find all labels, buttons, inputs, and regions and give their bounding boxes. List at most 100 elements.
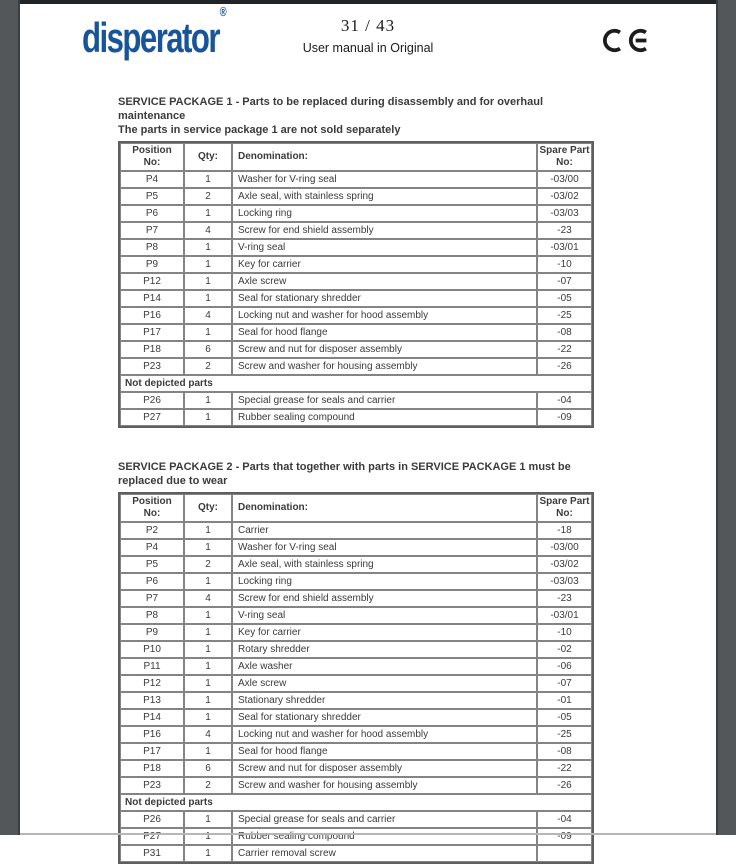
cell-qty: 1 (184, 392, 232, 409)
table-row: P11 1 Axle washer -06 (120, 658, 592, 675)
cell-position-no: P26 (120, 392, 184, 409)
cell-denomination: Seal for hood flange (232, 743, 537, 760)
cell-spare-part-no: -26 (537, 777, 592, 794)
table-row: P8 1 V-ring seal -03/01 (120, 239, 592, 256)
cell-qty: 1 (184, 607, 232, 624)
cell-position-no: P13 (120, 692, 184, 709)
table-row: P26 1 Special grease for seals and carrier… (120, 811, 592, 828)
table-row: P27 1 Rubber sealing compound -09 (120, 828, 592, 845)
cell-denomination: Washer for V-ring seal (232, 539, 537, 556)
cell-position-no: P31 (120, 845, 184, 862)
service-package-1-table: Position No: Qty: Denomination: Spare Part … (118, 141, 594, 428)
cell-qty: 1 (184, 845, 232, 862)
table-row: P8 1 V-ring seal -03/01 (120, 607, 592, 624)
table-row: P26 1 Special grease for seals and carrier… (120, 392, 592, 409)
table-row: Not depicted parts (120, 794, 592, 811)
table-row: P4 1 Washer for V-ring seal -03/00 (120, 171, 592, 188)
cell-denomination: Screw for end shield assembly (232, 222, 537, 239)
cell-spare-part-no: -05 (537, 290, 592, 307)
cell-position-no: P27 (120, 828, 184, 845)
cell-spare-part-no: -25 (537, 307, 592, 324)
cell-qty: 1 (184, 641, 232, 658)
cell-qty: 1 (184, 828, 232, 845)
table-row: P9 1 Key for carrier -10 (120, 624, 592, 641)
cell-position-no: P18 (120, 760, 184, 777)
table-row: P27 1 Rubber sealing compound -09 (120, 409, 592, 426)
table-row: P12 1 Axle screw -07 (120, 675, 592, 692)
col-header-spare-part: Spare Part No: (537, 143, 592, 171)
cell-spare-part-no: -09 (537, 409, 592, 426)
cell-spare-part-no: -10 (537, 256, 592, 273)
cell-denomination: V-ring seal (232, 239, 537, 256)
cell-denomination: Locking ring (232, 205, 537, 222)
cell-spare-part-no: -04 (537, 392, 592, 409)
cell-denomination: Axle screw (232, 675, 537, 692)
cell-spare-part-no: -26 (537, 358, 592, 375)
table-row: P7 4 Screw for end shield assembly -23 (120, 222, 592, 239)
manual-subtitle: User manual in Original (302, 41, 434, 55)
table-row: Not depicted parts (120, 375, 592, 392)
page-bottom-border (20, 833, 716, 835)
cell-qty: 6 (184, 760, 232, 777)
table-row: P14 1 Seal for stationary shredder -05 (120, 709, 592, 726)
cell-qty: 1 (184, 573, 232, 590)
cell-spare-part-no: -08 (537, 324, 592, 341)
col-header-denomination: Denomination: (232, 143, 537, 171)
cell-position-no: P2 (120, 522, 184, 539)
cell-spare-part-no: -22 (537, 341, 592, 358)
cell-spare-part-no: -03/00 (537, 539, 592, 556)
cell-spare-part-no: -03/02 (537, 556, 592, 573)
cell-denomination: Key for carrier (232, 624, 537, 641)
service-package-1-section: SERVICE PACKAGE 1 - Parts to be replaced… (118, 95, 594, 428)
cell-position-no: P5 (120, 188, 184, 205)
cell-spare-part-no: -01 (537, 692, 592, 709)
cell-position-no: P8 (120, 239, 184, 256)
cell-qty: 1 (184, 256, 232, 273)
table-row: P4 1 Washer for V-ring seal -03/00 (120, 539, 592, 556)
table-row: P5 2 Axle seal, with stainless spring -03/0… (120, 188, 592, 205)
cell-qty: 1 (184, 324, 232, 341)
cell-spare-part-no: -09 (537, 828, 592, 845)
cell-spare-part-no: -02 (537, 641, 592, 658)
col-header-spare-part: Spare Part No: (537, 494, 592, 522)
cell-qty: 1 (184, 539, 232, 556)
cell-spare-part-no: -25 (537, 726, 592, 743)
cell-denomination: Axle seal, with stainless spring (232, 556, 537, 573)
cell-position-no: P18 (120, 341, 184, 358)
cell-qty: 1 (184, 692, 232, 709)
cell-spare-part-no: -22 (537, 760, 592, 777)
table-row: P16 4 Locking nut and washer for hood asse… (120, 726, 592, 743)
service-package-2-title: SERVICE PACKAGE 2 - Parts that together … (118, 461, 571, 487)
cell-position-no: P6 (120, 205, 184, 222)
cell-spare-part-no: -03/01 (537, 607, 592, 624)
cell-spare-part-no: -10 (537, 624, 592, 641)
table-row: P17 1 Seal for hood flange -08 (120, 324, 592, 341)
cell-spare-part-no: -08 (537, 743, 592, 760)
cell-qty: 1 (184, 171, 232, 188)
cell-qty: 1 (184, 290, 232, 307)
cell-spare-part-no: -05 (537, 709, 592, 726)
logo-text: disperator (82, 15, 221, 62)
page-top-border (20, 0, 716, 4)
header-center-block: 31 / 43 User manual in Original (303, 16, 434, 55)
cell-position-no: P6 (120, 573, 184, 590)
cell-qty: 1 (184, 675, 232, 692)
cell-position-no: P7 (120, 222, 184, 239)
not-depicted-parts-label: Not depicted parts (120, 794, 592, 811)
cell-position-no: P10 (120, 641, 184, 658)
cell-position-no: P26 (120, 811, 184, 828)
col-header-position: Position No: (120, 143, 184, 171)
table-row: P17 1 Seal for hood flange -08 (120, 743, 592, 760)
cell-qty: 1 (184, 709, 232, 726)
service-package-1-subtitle: The parts in service package 1 are not s… (118, 124, 401, 136)
table-row: P2 1 Carrier -18 (120, 522, 592, 539)
cell-position-no: P23 (120, 358, 184, 375)
cell-denomination: Carrier (232, 522, 537, 539)
cell-spare-part-no: -06 (537, 658, 592, 675)
cell-spare-part-no: -23 (537, 222, 592, 239)
cell-position-no: P5 (120, 556, 184, 573)
cell-position-no: P4 (120, 171, 184, 188)
cell-position-no: P16 (120, 307, 184, 324)
cell-spare-part-no: -07 (537, 675, 592, 692)
cell-denomination: Axle washer (232, 658, 537, 675)
